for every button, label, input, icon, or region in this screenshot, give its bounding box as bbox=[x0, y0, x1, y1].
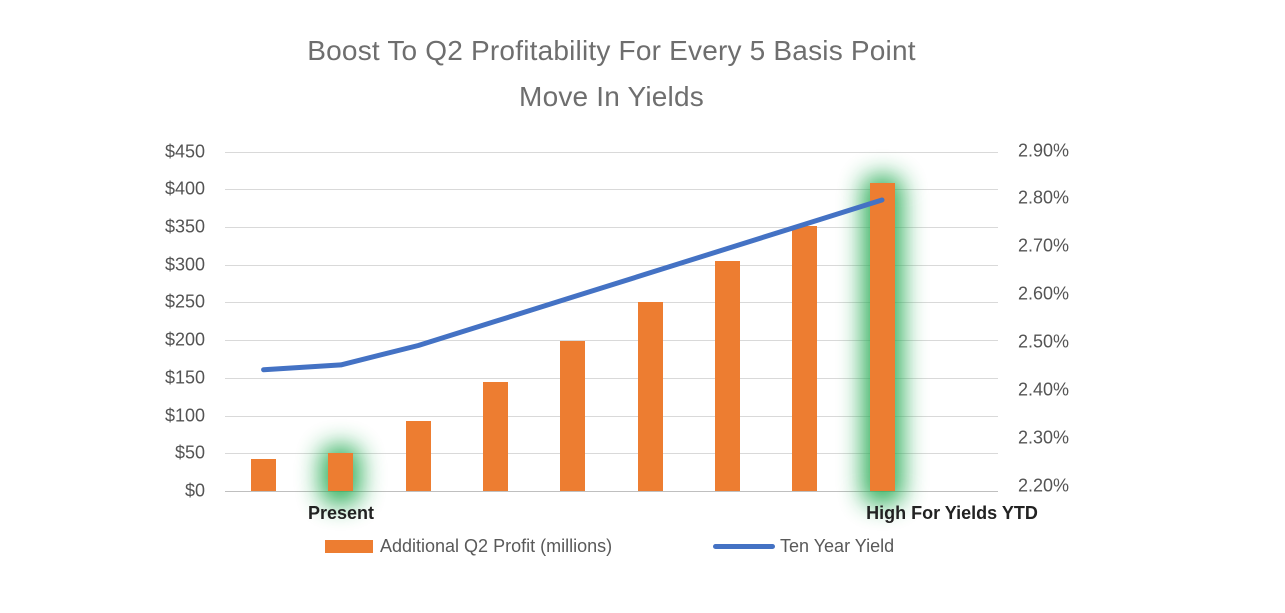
left-axis-tick: $50 bbox=[174, 442, 205, 463]
left-axis-tick: $400 bbox=[164, 178, 205, 199]
profit-bar bbox=[483, 381, 509, 491]
profit-bar-swatch-icon bbox=[325, 540, 373, 553]
left-axis-tick: $200 bbox=[164, 329, 205, 350]
left-axis-tick: $0 bbox=[184, 480, 205, 501]
right-axis-tick: 2.50% bbox=[1018, 331, 1070, 352]
profit-bar bbox=[714, 260, 740, 491]
profit-bar bbox=[792, 226, 818, 491]
profit-bar bbox=[560, 340, 586, 491]
right-axis-tick: 2.30% bbox=[1018, 427, 1070, 448]
gridline bbox=[225, 151, 998, 153]
legend-label-profit: Additional Q2 Profit (millions) bbox=[380, 536, 613, 556]
right-axis-tick: 2.20% bbox=[1018, 475, 1070, 496]
right-axis-tick: 2.80% bbox=[1018, 187, 1070, 208]
left-axis-tick: $350 bbox=[164, 216, 205, 237]
right-axis-tick: 2.40% bbox=[1018, 379, 1070, 400]
chart-title: Boost To Q2 Profitability For Every 5 Ba… bbox=[225, 28, 998, 120]
gridline bbox=[225, 453, 998, 455]
profit-bar bbox=[405, 420, 431, 491]
right-axis-tick: 2.90% bbox=[1018, 140, 1070, 160]
right-axis-tick: 2.60% bbox=[1018, 283, 1070, 304]
left-axis-tick: $450 bbox=[164, 141, 205, 161]
left-axis-tick: $300 bbox=[164, 254, 205, 275]
legend-label-yield: Ten Year Yield bbox=[780, 536, 895, 556]
gridline bbox=[225, 377, 998, 379]
legend-item-profit: Additional Q2 Profit (millions) bbox=[325, 536, 612, 557]
profit-bar bbox=[328, 453, 354, 491]
left-axis-tick: $100 bbox=[164, 405, 205, 426]
profit-bar bbox=[251, 459, 277, 491]
chart-title-line1: Boost To Q2 Profitability For Every 5 Ba… bbox=[307, 35, 916, 66]
right-axis-tick: 2.70% bbox=[1018, 235, 1070, 256]
chart-title-line2: Move In Yields bbox=[519, 81, 704, 112]
gridline bbox=[225, 415, 998, 417]
x-axis-label-high-for-yields-ytd: High For Yields YTD bbox=[866, 503, 1038, 523]
x-axis-line bbox=[225, 491, 998, 492]
yield-line-swatch-icon bbox=[713, 544, 775, 549]
gridline bbox=[225, 189, 998, 191]
profit-bar bbox=[869, 183, 895, 491]
profit-bar bbox=[637, 301, 663, 491]
x-axis-label-present: Present bbox=[307, 503, 375, 523]
left-axis-tick: $250 bbox=[164, 291, 205, 312]
legend-item-yield: Ten Year Yield bbox=[713, 536, 894, 557]
chart-legend: Additional Q2 Profit (millions) Ten Year… bbox=[0, 533, 1285, 557]
left-axis-tick: $150 bbox=[164, 367, 205, 388]
